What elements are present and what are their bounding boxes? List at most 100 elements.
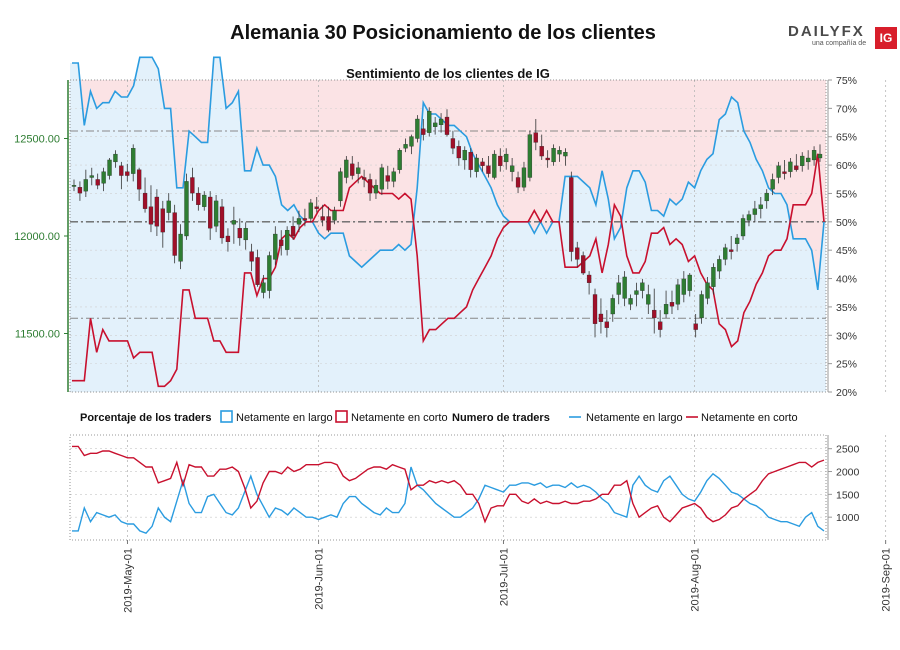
sentiment-tick-label-7: 55% (836, 188, 857, 200)
sentiment-line-short (72, 153, 825, 388)
candle-body-63 (444, 116, 450, 135)
candle-body-46 (344, 159, 349, 178)
legend-num-long: Netamente en largo (586, 412, 683, 424)
candle-body-50 (367, 179, 373, 194)
candle-body-108 (711, 267, 716, 287)
candle-body-107 (705, 282, 710, 299)
candle-body-4 (95, 179, 100, 186)
candle-body-116 (758, 204, 763, 209)
top-panel-frame (69, 79, 827, 393)
candle-body-26 (225, 235, 231, 242)
candle-body-1 (77, 187, 83, 194)
candle-body-43 (326, 216, 331, 231)
candle-body-74 (509, 165, 515, 172)
candle-body-41 (314, 206, 319, 209)
candle-body-125 (811, 150, 817, 161)
candle-body-30 (249, 251, 254, 262)
long-area-fill (70, 57, 826, 393)
candle-body-18 (178, 233, 183, 262)
candle-body-53 (385, 175, 390, 182)
candle-body-66 (462, 150, 467, 161)
candle-body-121 (788, 161, 793, 172)
candle-body-77 (527, 134, 533, 178)
candle-body-98 (652, 309, 657, 319)
logo-ig-badge: IG (875, 27, 897, 49)
sentiment-tick-label-11: 75% (836, 75, 857, 87)
candle-body-28 (237, 228, 242, 239)
candle-body-104 (687, 274, 692, 291)
candle-body-118 (770, 179, 775, 190)
candle-body-13 (148, 206, 154, 225)
candle-body-87 (586, 274, 592, 283)
candle-body-52 (379, 167, 385, 190)
candle-body-29 (243, 228, 248, 241)
candle-body-122 (794, 165, 799, 170)
candle-body-111 (729, 249, 734, 252)
candle-body-119 (776, 165, 781, 178)
candle-body-6 (107, 159, 112, 176)
candle-body-40 (308, 202, 313, 219)
bottom-panel-frame (69, 434, 827, 541)
candle-body-25 (219, 206, 225, 239)
sentiment-tick-label-1: 25% (836, 359, 857, 371)
legend-pct-label: Porcentaje de los traders (80, 412, 211, 424)
candle-body-88 (592, 294, 598, 324)
candle-body-3 (89, 175, 94, 178)
candle-body-73 (504, 153, 509, 163)
traders-tick-label-2: 2000 (836, 467, 860, 479)
candle-body-42 (320, 216, 325, 221)
candle-body-95 (634, 290, 639, 295)
candle-body-45 (338, 171, 343, 202)
candle-body-20 (190, 177, 195, 194)
candle-body-81 (551, 148, 556, 163)
candle-body-78 (533, 132, 538, 143)
candle-body-2 (83, 179, 88, 192)
candle-body-39 (302, 218, 308, 221)
candle-body-35 (279, 239, 284, 246)
candle-body-9 (125, 171, 130, 176)
candle-body-12 (142, 192, 148, 209)
dailyfx-logo: DAILYFX una compañía de IG (788, 23, 898, 51)
traders-line-short (72, 445, 825, 524)
logo-brand: DAILYFX (788, 23, 865, 40)
legend-num-short: Netamente en corto (701, 412, 798, 424)
price-tick-label-0: 11500.00 (15, 329, 60, 341)
candle-body-96 (640, 282, 645, 291)
candle-body-8 (119, 165, 124, 176)
date-label-1: 2019-Jun-01 (314, 548, 326, 610)
candle-body-117 (764, 192, 769, 202)
candle-body-10 (131, 148, 136, 174)
sentiment-tick-label-5: 45% (836, 245, 857, 257)
candle-body-82 (557, 150, 562, 155)
candle-body-55 (397, 150, 402, 170)
candle-body-94 (628, 298, 633, 305)
candle-body-27 (231, 220, 237, 225)
legend-pct-long: Netamente en largo (236, 412, 333, 424)
sentiment-tick-label-6: 50% (836, 217, 857, 229)
candle-body-106 (699, 294, 704, 319)
candle-body-92 (616, 282, 621, 295)
candle-body-112 (734, 237, 740, 244)
candle-body-5 (101, 171, 106, 184)
legend-num-label: Numero de traders (452, 412, 550, 424)
candle-body-70 (486, 165, 491, 174)
candle-body-67 (468, 151, 473, 170)
candle-body-32 (261, 282, 266, 293)
candle-body-84 (569, 177, 574, 252)
candle-body-31 (255, 257, 260, 285)
candle-body-23 (208, 196, 213, 229)
candle-body-21 (196, 192, 201, 205)
candle-body-68 (474, 157, 479, 172)
candle-body-75 (515, 177, 521, 188)
candle-body-101 (669, 302, 675, 307)
candle-body-85 (575, 247, 580, 260)
date-label-4: 2019-Sep-01 (881, 548, 893, 612)
candle-body-83 (563, 151, 568, 157)
legend-pct-long-swatch (220, 410, 233, 423)
traders-line-long (72, 466, 825, 535)
candle-body-51 (373, 185, 379, 194)
candle-body-90 (604, 321, 610, 328)
candle-body-59 (421, 128, 426, 135)
candle-body-19 (184, 181, 189, 237)
